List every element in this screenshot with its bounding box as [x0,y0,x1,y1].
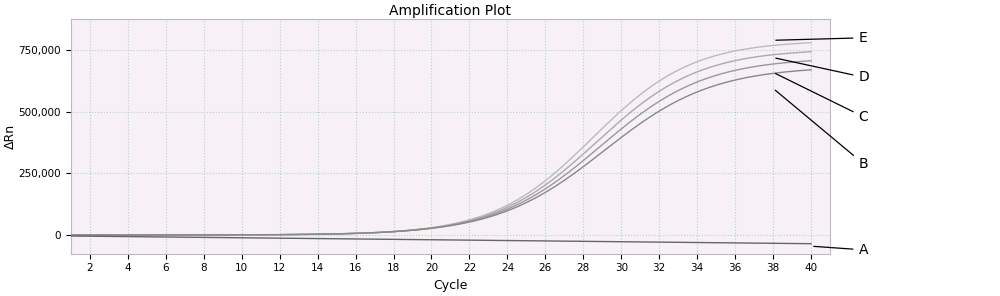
Text: E: E [776,31,867,45]
Text: A: A [814,243,868,257]
Y-axis label: ΔRn: ΔRn [4,124,17,149]
Text: C: C [776,74,868,124]
Title: Amplification Plot: Amplification Plot [389,4,511,18]
Text: B: B [775,90,868,170]
Text: D: D [776,58,869,84]
X-axis label: Cycle: Cycle [433,279,468,292]
